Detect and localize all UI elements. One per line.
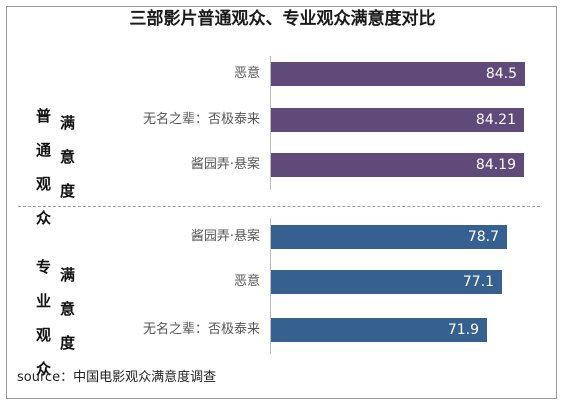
group-label-general-2: 满 意 度 — [60, 98, 75, 200]
category-label: 恶意 — [233, 274, 260, 289]
group-label-general-line5: 满 — [60, 114, 76, 132]
data-label: 71.9 — [447, 322, 479, 338]
bar — [271, 270, 502, 294]
data-label: 84.19 — [475, 157, 516, 173]
group-label-general-line6: 意 — [60, 148, 76, 166]
group-label-professional-line7: 度 — [60, 334, 76, 352]
chart-title: 三部影片普通观众、专业观众满意度对比 — [129, 9, 436, 29]
data-label: 84.21 — [475, 112, 516, 128]
group-label-professional: 专 业 观 众 — [36, 242, 51, 378]
group-label-professional-line2: 业 — [36, 292, 52, 310]
category-label: 酱园弄·悬案 — [190, 229, 260, 244]
bar — [271, 108, 524, 132]
group-label-general-line7: 度 — [60, 182, 76, 200]
group-label-general: 普 通 观 众 — [36, 91, 51, 227]
axis-line-general — [270, 56, 271, 190]
data-label: 77.1 — [462, 274, 494, 290]
group-separator — [18, 206, 540, 207]
data-label: 84.5 — [485, 66, 517, 82]
group-label-professional-line6: 意 — [60, 300, 76, 318]
bar — [271, 62, 525, 86]
group-label-general-line1: 普 — [36, 107, 52, 125]
bar — [271, 153, 524, 177]
data-label: 78.7 — [467, 229, 499, 245]
bar — [271, 318, 487, 342]
category-label: 无名之辈：否极泰来 — [142, 112, 260, 127]
category-label: 酱园弄·悬案 — [190, 157, 260, 172]
group-label-professional-2: 满 意 度 — [60, 250, 75, 352]
group-label-general-line2: 通 — [36, 141, 52, 159]
group-label-professional-line5: 满 — [60, 266, 76, 284]
group-label-general-line3: 观 — [36, 175, 52, 193]
group-label-professional-line3: 观 — [36, 326, 52, 344]
group-label-professional-line1: 专 — [36, 258, 52, 276]
category-label: 恶意 — [233, 66, 260, 81]
source-note: source：中国电影观众满意度调查 — [17, 370, 217, 385]
axis-line-professional — [270, 218, 271, 354]
group-label-professional-line4: 众 — [36, 360, 52, 378]
group-label-general-line4: 众 — [36, 209, 52, 227]
category-label: 无名之辈：否极泰来 — [142, 322, 260, 337]
bar — [271, 225, 507, 249]
